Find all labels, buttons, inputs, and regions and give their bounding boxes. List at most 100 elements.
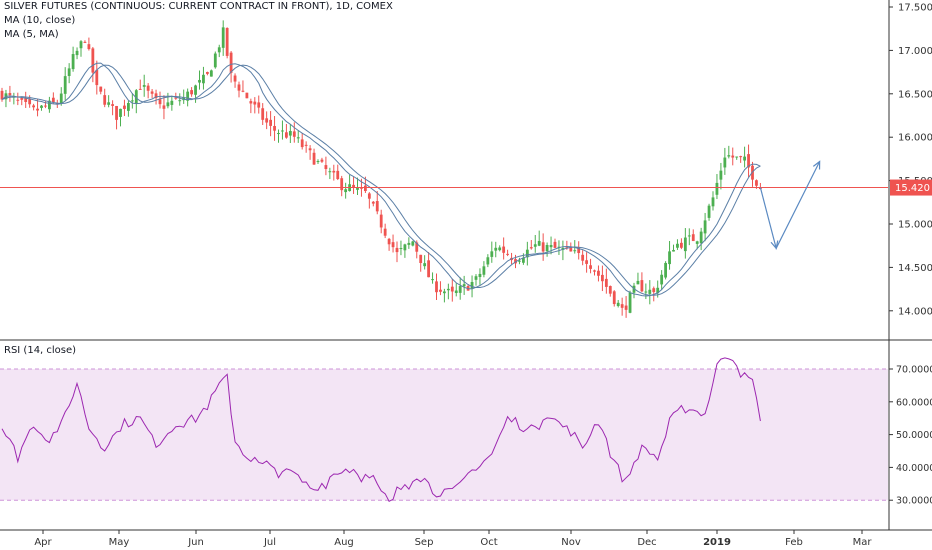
time-tick-label: Nov (561, 537, 581, 548)
candle-body (265, 118, 269, 123)
price-tick-label: 17.000 (898, 46, 932, 57)
candle-body (257, 102, 261, 108)
time-tick-label: Dec (637, 537, 656, 548)
candle-body (237, 84, 241, 91)
candle-body (0, 90, 4, 100)
price-tick-label: 14.000 (898, 306, 932, 317)
time-tick-label: 2019 (703, 537, 731, 548)
candle-body (40, 105, 43, 108)
candle-body (458, 286, 462, 293)
candle-body (95, 69, 99, 86)
candle-body (328, 171, 332, 173)
candle-body (755, 180, 758, 186)
candle-body (111, 104, 114, 106)
candle-body (403, 244, 407, 251)
candle-body (383, 228, 387, 236)
candle-body (332, 170, 336, 173)
candle-body (99, 86, 103, 92)
candle-body (123, 105, 126, 109)
candle-body (711, 197, 715, 207)
candle-body (316, 161, 320, 163)
candle-body (83, 41, 87, 43)
candle-body (308, 148, 312, 151)
candle-body (324, 165, 328, 170)
candle-body (494, 247, 498, 251)
candle-body (439, 289, 442, 292)
candle-body (320, 159, 324, 162)
candle-body (616, 302, 620, 306)
candle-body (356, 187, 359, 190)
rsi-line (1, 357, 761, 502)
candle-body (371, 201, 375, 204)
candle-body (419, 254, 423, 264)
candle-body (498, 247, 502, 251)
projection-arrow-path (759, 161, 821, 251)
candle-body (36, 108, 39, 111)
candle-body (375, 201, 379, 212)
ma10-line (1, 62, 761, 297)
candle-body (640, 280, 644, 292)
candle-body (336, 170, 340, 180)
candle-body (597, 270, 600, 276)
candle-body (482, 266, 486, 275)
time-tick-label: Jul (263, 537, 276, 548)
chart-title: SILVER FUTURES (CONTINUOUS: CURRENT CONT… (4, 1, 393, 12)
candle-body (170, 100, 174, 105)
candle-body (427, 260, 430, 278)
candle-body (367, 193, 371, 199)
candle-body (664, 262, 667, 278)
candle-body (75, 50, 79, 56)
candle-body (119, 108, 122, 117)
candle-body (541, 242, 545, 252)
candle-body (142, 85, 146, 87)
candle-body (379, 214, 383, 228)
time-tick-label: May (109, 537, 130, 548)
candle-body (522, 257, 525, 263)
candle-body (206, 72, 209, 74)
candle-body (569, 247, 573, 252)
candle-body (648, 289, 652, 294)
time-tick-label: Sep (415, 537, 434, 548)
candle-body (707, 205, 711, 218)
candle-body (186, 91, 190, 101)
time-tick-label: Apr (34, 537, 52, 548)
candle-body (683, 237, 687, 252)
candle-body (364, 185, 367, 192)
main-legend: SILVER FUTURES (CONTINUOUS: CURRENT CONT… (4, 0, 393, 42)
candle-body (687, 235, 691, 237)
rsi-tick-label: 50.0000 (896, 430, 932, 441)
time-tick-label: Aug (334, 537, 354, 548)
price-tick-label: 15.000 (898, 220, 932, 231)
candle-body (581, 254, 585, 261)
candle-body (217, 47, 221, 53)
candle-body (703, 220, 707, 234)
candle-body (249, 101, 253, 104)
candle-body (731, 155, 735, 158)
candle-body (608, 286, 612, 294)
candle-body (739, 156, 743, 158)
candle-body (178, 100, 182, 102)
candle-body (44, 105, 47, 107)
candle-body (225, 27, 229, 56)
candle-body (644, 291, 648, 293)
price-tick-label: 16.500 (898, 89, 932, 100)
candle-body (79, 41, 83, 49)
candle-body (59, 93, 63, 104)
candle-body (198, 79, 201, 83)
candle-body (162, 105, 166, 109)
last-price-label: 15.420 (895, 183, 930, 194)
candle-body (20, 98, 24, 100)
candle-body (150, 91, 154, 94)
candle-body (470, 281, 474, 289)
candle-body (269, 119, 272, 126)
candle-body (743, 156, 746, 161)
candle-body (134, 90, 138, 104)
candle-body (387, 238, 391, 245)
rsi-tick-label: 40.0000 (896, 463, 932, 474)
candle-body (514, 259, 517, 264)
candle-body (158, 99, 162, 105)
candle-body (628, 292, 632, 313)
candle-body (545, 245, 549, 252)
candle-body (245, 92, 249, 99)
